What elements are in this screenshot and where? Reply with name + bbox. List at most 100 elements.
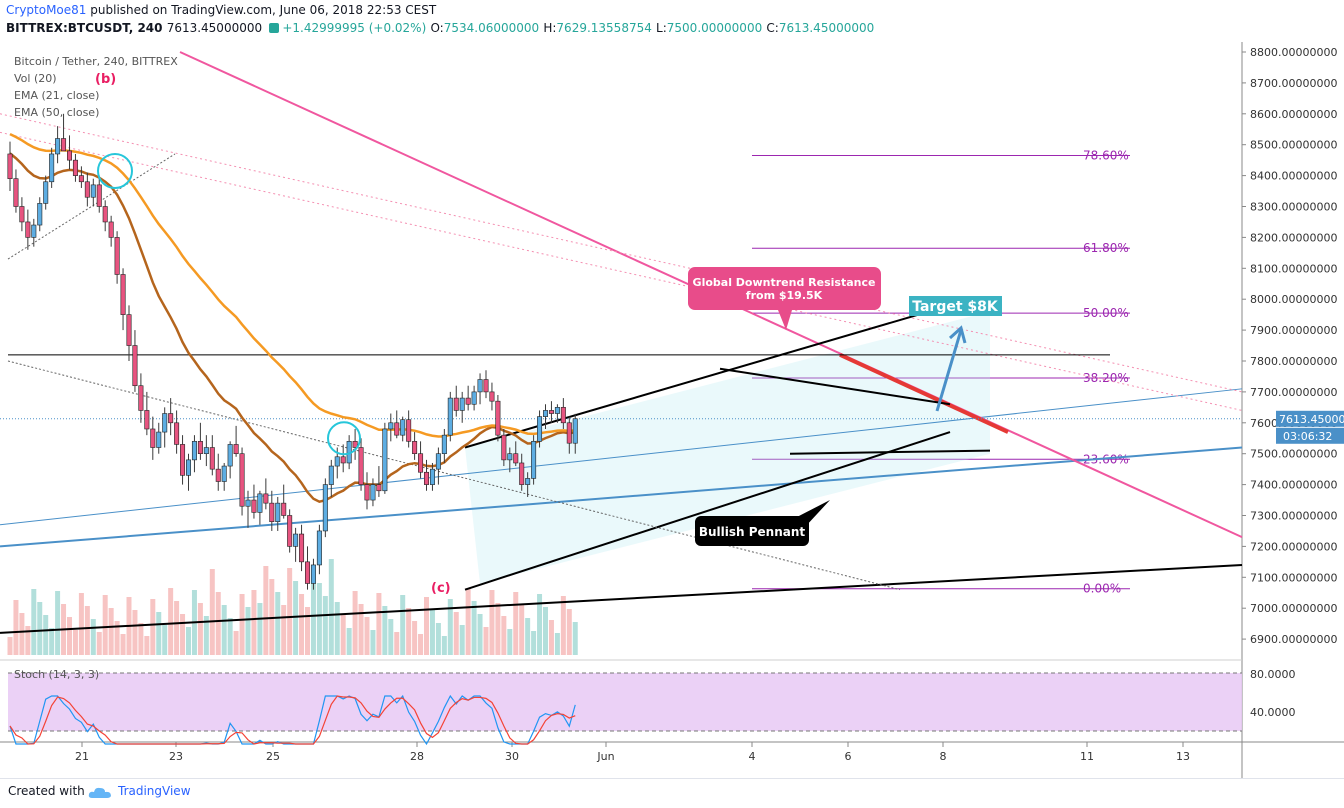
candle — [423, 459, 429, 491]
volume-bar — [162, 625, 168, 655]
candle-body — [156, 431, 162, 448]
candle-body — [293, 533, 299, 547]
candle-body — [191, 441, 197, 461]
candle — [566, 416, 572, 454]
candle — [537, 410, 543, 448]
open-label: O: — [430, 21, 444, 35]
chart-header: CryptoMoe81 published on TradingView.com… — [0, 0, 1344, 42]
candle — [554, 404, 560, 423]
candle-body — [358, 447, 364, 485]
candle-body — [126, 314, 132, 346]
candle — [513, 441, 519, 467]
volume-bar — [156, 612, 162, 655]
volume-bar — [114, 621, 120, 655]
candle-body — [245, 499, 251, 507]
candle-body — [429, 468, 435, 485]
volume-bar — [269, 579, 275, 655]
close-value: 7613.45000000 — [778, 21, 875, 35]
volume-bar — [203, 616, 209, 655]
candle-body — [108, 221, 114, 238]
candle-body — [418, 453, 424, 473]
up-arrow-icon — [269, 23, 280, 33]
candle — [275, 496, 281, 531]
volume-bar — [435, 623, 441, 655]
volume-bar — [453, 612, 459, 655]
legend-vol: Vol (20) — [14, 72, 57, 85]
candle-body — [388, 422, 394, 430]
price-tick-label: 7800.00000000 — [1250, 355, 1337, 368]
volume-bar — [221, 605, 227, 655]
resistance-callout-line2: from $19.5K — [746, 289, 823, 302]
highlight-circle — [327, 421, 361, 456]
volume-bar — [257, 603, 263, 655]
volume-bar — [441, 636, 447, 655]
candle — [180, 435, 186, 485]
candle — [376, 466, 382, 497]
candle-body — [221, 465, 227, 482]
candle-body — [84, 181, 90, 198]
ema50-line — [9, 133, 576, 438]
legend-ema50: EMA (50, close) — [14, 106, 100, 119]
candle — [25, 209, 31, 250]
candle-body — [209, 447, 215, 470]
stoch-upper-label: 80.0000 — [1250, 668, 1296, 681]
candle-body — [90, 184, 96, 198]
wave-b-label: (b) — [95, 72, 116, 87]
candle — [293, 527, 299, 562]
candle — [102, 200, 108, 232]
resistance-callout-box — [688, 267, 881, 310]
candle-body — [465, 397, 471, 405]
volume-bar — [67, 617, 72, 655]
price-chart[interactable]: 8800.00000000 8700.00000000 8600.00000000 8… — [0, 42, 1344, 778]
volume-bar — [560, 596, 566, 655]
candle — [477, 373, 483, 405]
candle — [72, 153, 78, 182]
candle-body — [394, 422, 400, 436]
candle — [483, 370, 489, 399]
volume-bar — [13, 600, 19, 655]
volume-bar — [72, 630, 78, 655]
volume-bar — [281, 605, 287, 655]
time-tick-label: 4 — [749, 750, 756, 763]
volume-bar — [43, 615, 49, 655]
volume-bar — [548, 620, 554, 655]
candle-body — [459, 397, 465, 411]
candle — [525, 472, 531, 497]
candle — [400, 416, 406, 442]
candle-body — [43, 181, 49, 204]
price-tick-label: 7900.00000000 — [1250, 324, 1337, 337]
candle-body — [537, 416, 543, 442]
volume-bar — [37, 602, 43, 655]
candle-body — [316, 530, 322, 566]
volume-bar — [352, 591, 358, 655]
candle — [453, 385, 459, 417]
support-trendline — [0, 563, 1243, 634]
candle-body — [31, 224, 37, 238]
volume-bar — [7, 637, 13, 655]
tradingview-link[interactable]: TradingView — [118, 784, 191, 798]
price-tick-label: 7000.00000000 — [1250, 602, 1337, 615]
candle-body — [132, 345, 138, 387]
volume-bar — [209, 569, 215, 655]
candle — [43, 175, 49, 210]
candle — [429, 462, 435, 491]
target-arrow-head — [948, 325, 967, 344]
open-value: 7534.06000000 — [443, 21, 540, 35]
price-tick-label: 8700.00000000 — [1250, 77, 1337, 90]
candle-body — [406, 419, 412, 442]
candle — [108, 215, 114, 247]
time-tick-label: 13 — [1176, 750, 1190, 763]
candle-body — [423, 471, 429, 485]
fib-level-label: 61.80% — [1083, 241, 1129, 255]
candle-body — [441, 434, 447, 455]
candle-body — [435, 453, 441, 470]
volume-bar — [316, 583, 322, 655]
author-link[interactable]: CryptoMoe81 — [6, 3, 87, 17]
volume-bar — [447, 599, 453, 655]
volume-bar — [245, 607, 251, 655]
candle-body — [180, 444, 186, 476]
volume-bar — [84, 606, 90, 655]
candle — [233, 425, 239, 457]
ohlc-line: BITTREX:BTCUSDT, 240 7613.45000000 +1.42… — [6, 21, 874, 35]
volume-bar — [507, 629, 513, 655]
